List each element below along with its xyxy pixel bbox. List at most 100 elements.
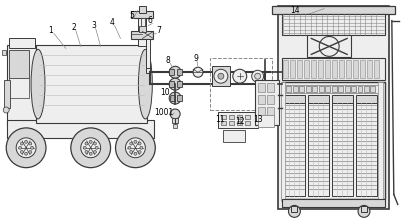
Bar	[364, 86, 369, 92]
Bar	[255, 80, 278, 125]
Text: 6: 6	[148, 16, 153, 25]
Bar	[282, 14, 385, 35]
Circle shape	[16, 138, 36, 158]
Circle shape	[288, 205, 301, 217]
Bar	[2, 50, 6, 55]
Bar	[332, 103, 353, 196]
Bar	[223, 130, 245, 142]
Bar	[237, 115, 242, 119]
Bar	[356, 95, 377, 103]
Bar	[339, 60, 344, 78]
Circle shape	[255, 73, 261, 79]
Bar	[172, 118, 178, 123]
Bar	[141, 18, 145, 28]
Bar	[170, 95, 175, 101]
Bar	[267, 83, 274, 92]
Circle shape	[85, 151, 88, 153]
Bar	[245, 115, 250, 119]
Circle shape	[6, 128, 46, 168]
Bar	[297, 60, 302, 78]
Circle shape	[71, 128, 111, 168]
Bar	[312, 86, 317, 92]
Bar	[291, 206, 297, 212]
Bar	[267, 95, 274, 104]
Bar	[284, 103, 305, 196]
Bar	[284, 60, 288, 78]
Bar	[308, 95, 329, 103]
Bar	[307, 35, 351, 57]
Bar	[131, 11, 153, 18]
Circle shape	[134, 140, 137, 143]
Text: 9: 9	[194, 54, 198, 63]
Text: 13: 13	[253, 115, 263, 125]
Bar	[282, 82, 385, 199]
Bar	[9, 39, 35, 48]
Bar	[282, 199, 385, 207]
Bar	[332, 86, 337, 92]
Circle shape	[130, 151, 133, 153]
Circle shape	[85, 142, 88, 145]
Text: 5: 5	[129, 11, 134, 20]
Circle shape	[193, 67, 203, 77]
Bar	[378, 82, 383, 201]
Bar	[282, 58, 385, 80]
Bar	[139, 11, 146, 46]
Bar	[177, 95, 182, 101]
Bar	[210, 58, 271, 110]
Bar	[139, 6, 146, 13]
Bar	[319, 86, 324, 92]
Text: 10: 10	[160, 88, 170, 97]
Circle shape	[20, 142, 23, 145]
Bar	[278, 6, 389, 209]
Circle shape	[169, 78, 181, 90]
Circle shape	[218, 73, 224, 79]
Circle shape	[93, 142, 97, 145]
Text: 4: 4	[110, 18, 115, 27]
Bar	[290, 60, 295, 78]
Bar	[353, 60, 358, 78]
Circle shape	[89, 140, 92, 143]
Bar	[299, 86, 304, 92]
Text: 3: 3	[91, 21, 96, 30]
Bar	[370, 86, 375, 92]
Circle shape	[138, 142, 141, 145]
Bar	[271, 6, 395, 14]
Bar	[4, 80, 10, 108]
Circle shape	[169, 92, 181, 104]
Circle shape	[95, 146, 98, 149]
Bar	[258, 95, 265, 104]
Bar	[318, 60, 323, 78]
Text: 2: 2	[72, 23, 76, 32]
Bar	[361, 206, 367, 212]
Bar	[311, 60, 316, 78]
Bar	[245, 121, 250, 125]
Bar	[9, 78, 29, 98]
Bar	[258, 115, 274, 127]
Text: 14: 14	[290, 6, 300, 15]
Bar	[258, 83, 265, 92]
Circle shape	[3, 107, 9, 113]
Circle shape	[252, 70, 264, 82]
Circle shape	[126, 138, 145, 158]
Bar	[229, 115, 234, 119]
Circle shape	[138, 151, 141, 153]
Circle shape	[93, 151, 97, 153]
Circle shape	[89, 152, 92, 155]
Circle shape	[83, 146, 86, 149]
Bar	[293, 86, 298, 92]
Circle shape	[25, 140, 27, 143]
Bar	[280, 82, 286, 201]
Bar	[338, 86, 343, 92]
Text: 7: 7	[156, 26, 161, 35]
Circle shape	[170, 109, 180, 119]
Bar	[218, 112, 258, 128]
Bar	[7, 120, 154, 138]
Circle shape	[81, 138, 101, 158]
Bar	[267, 107, 274, 116]
Circle shape	[134, 152, 137, 155]
Bar	[325, 86, 330, 92]
Text: 1001: 1001	[155, 108, 174, 118]
Circle shape	[29, 142, 32, 145]
Bar	[286, 86, 291, 92]
Bar	[221, 115, 226, 119]
